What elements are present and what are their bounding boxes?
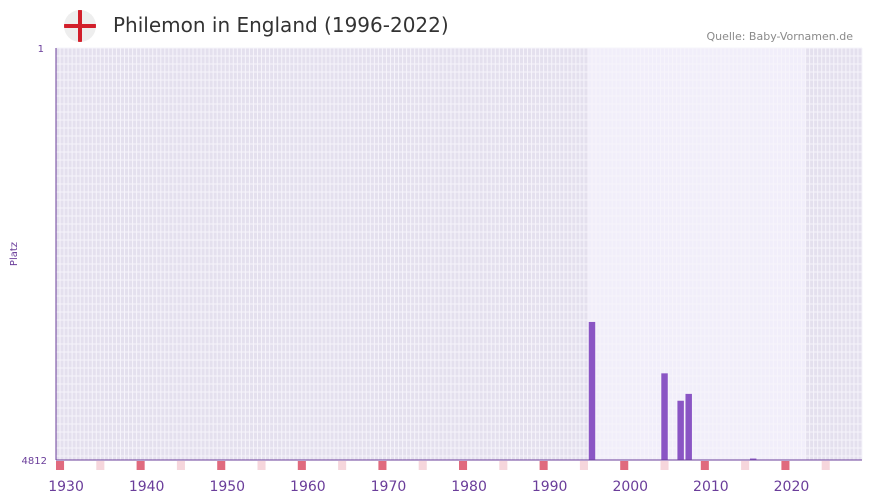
y-axis-label: Platz (9, 242, 20, 266)
bar-2016 (749, 458, 757, 460)
decade-marker (620, 461, 629, 470)
half-decade-marker (418, 461, 427, 470)
decade-marker (297, 461, 306, 470)
half-decade-marker (176, 461, 185, 470)
x-tick-label-1990: 1990 (532, 479, 568, 495)
half-decade-marker (499, 461, 508, 470)
decade-marker (539, 461, 548, 470)
decade-marker (56, 461, 65, 470)
x-tick-label-1950: 1950 (209, 479, 245, 495)
half-decade-marker (821, 461, 830, 470)
decade-marker (217, 461, 226, 470)
x-tick-label-1960: 1960 (290, 479, 326, 495)
bar-2005 (661, 373, 668, 460)
decade-marker (136, 461, 145, 470)
decade-marker (459, 461, 468, 470)
chart-title: Philemon in England (1996-2022) (113, 13, 449, 37)
decade-marker (378, 461, 387, 470)
x-tick-label-2000: 2000 (612, 479, 648, 495)
half-decade-marker (257, 461, 266, 470)
chart-header: Philemon in England (1996-2022) Quelle: … (0, 0, 873, 48)
x-tick-label-1940: 1940 (129, 479, 165, 495)
bar-2008 (685, 393, 692, 460)
x-tick-label-2020: 2020 (774, 479, 810, 495)
x-tick-label-1980: 1980 (451, 479, 487, 495)
x-tick-label-2010: 2010 (693, 479, 729, 495)
bar-2007 (677, 400, 684, 460)
half-decade-marker (741, 461, 750, 470)
half-decade-marker (338, 461, 347, 470)
x-tick-label-1970: 1970 (371, 479, 407, 495)
bar-1996 (588, 321, 596, 460)
england-flag-icon (64, 10, 96, 42)
half-decade-marker (96, 461, 105, 470)
decade-marker (781, 461, 790, 470)
half-decade-marker (660, 461, 669, 470)
half-decade-marker (579, 461, 588, 470)
y-tick-label-bottom: 4812 (22, 456, 47, 467)
decade-marker (700, 461, 709, 470)
source-label: Quelle: Baby-Vornamen.de (706, 30, 853, 43)
x-tick-label-1930: 1930 (48, 479, 84, 495)
y-tick-label-top: 1 (38, 44, 44, 55)
